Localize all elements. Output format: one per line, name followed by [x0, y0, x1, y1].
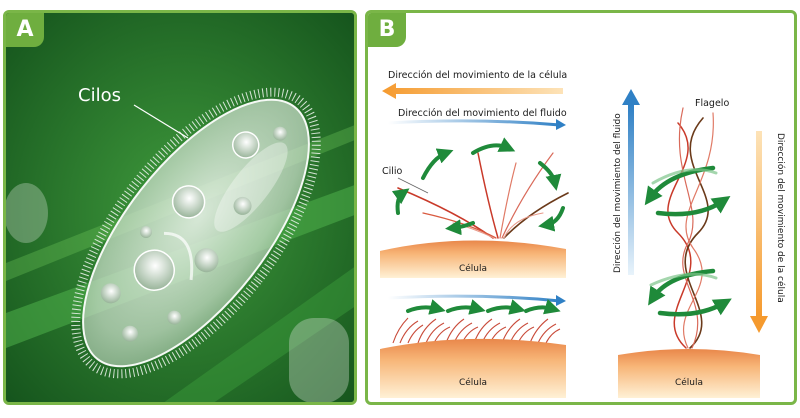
cilia-row-diagram: Célula: [380, 294, 566, 398]
cell-label-top: Célula: [459, 263, 487, 274]
cilium-diagram: Dirección del movimiento de la célula Di…: [380, 70, 569, 278]
flagellum-cell-arrow: [756, 131, 762, 316]
cilium-strokes: [397, 152, 569, 239]
flagellum-label: Flagelo: [695, 98, 729, 109]
panel-b-badge: B: [368, 13, 406, 47]
cell-direction-arrow: [382, 83, 563, 99]
flagellum-cell-label: Dirección del movimiento de la célula: [775, 133, 786, 303]
paramecium-body: [71, 87, 321, 379]
cilium-label: Cilio: [382, 166, 403, 177]
flagellum-cell-arrowhead: [750, 316, 768, 333]
panel-b-diagram: B: [365, 10, 797, 405]
blurred-organism: [289, 318, 349, 402]
flagellum-back-arrows: [649, 168, 718, 287]
cell-top: [380, 240, 566, 278]
flagellum-fluid-arrowhead: [622, 89, 640, 105]
flagellum-cell-label-text: Célula: [675, 377, 703, 388]
grass-blade: [164, 267, 354, 402]
fluid-direction-label: Dirección del movimiento del fluido: [398, 108, 567, 119]
flagellum-fluid-arrow: [628, 105, 634, 275]
fluid-row-arrowhead: [556, 295, 566, 306]
cell-direction-label: Dirección del movimiento de la célula: [388, 70, 567, 81]
cilia-pointer-line: [133, 104, 189, 139]
fluid-direction-arrow: [387, 119, 561, 127]
panel-a-badge: A: [6, 13, 44, 47]
blurred-organism: [6, 183, 48, 243]
cilia-row-motion-arrows: [406, 299, 561, 315]
flagellum-fluid-label: Dirección del movimiento del fluido: [612, 113, 623, 273]
fluid-row-arrow: [387, 294, 561, 303]
cilium-pointer: [397, 177, 429, 194]
flagellum-cell: [618, 349, 760, 398]
cilium-flagellum-diagram: Dirección del movimiento de la célula Di…: [380, 70, 786, 398]
panel-a-micrograph: A: [3, 10, 357, 405]
cell-label-bottom: Célula: [459, 377, 487, 388]
cilium-motion-arrows: [391, 137, 565, 236]
cell-bottom: [380, 338, 566, 398]
paramecium-illustration: Cilos: [6, 13, 354, 402]
fluid-direction-arrowhead: [556, 119, 566, 130]
flagellum-diagram: Dirección del movimiento del fluido Dire…: [612, 89, 786, 398]
cilia-label: Cilos: [78, 85, 121, 106]
